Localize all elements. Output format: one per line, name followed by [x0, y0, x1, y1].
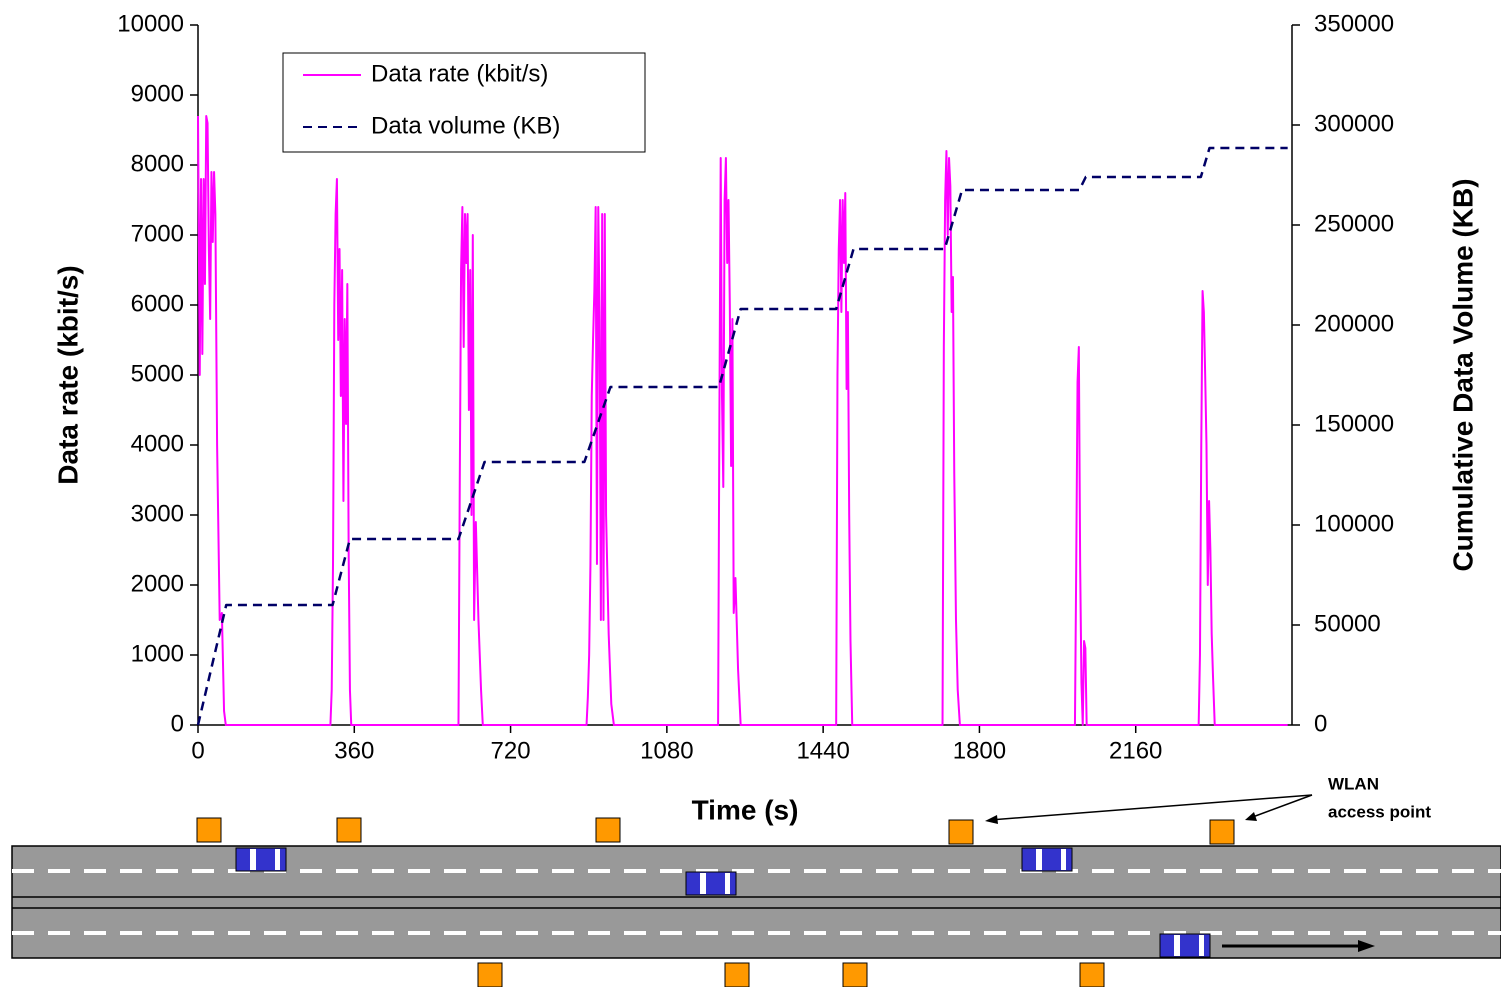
y2-tick-label: 250000: [1314, 210, 1394, 237]
x-tick-label: 2160: [1109, 737, 1162, 764]
y2-tick-label: 200000: [1314, 310, 1394, 337]
y-tick-label: 10000: [117, 10, 184, 37]
legend-box: [282, 52, 646, 153]
y2-tick-label: 350000: [1314, 10, 1394, 37]
annotation-arrow: [989, 794, 1313, 821]
car: [1159, 933, 1211, 958]
direction-arrow-head: [1358, 940, 1375, 952]
access-points: [196, 817, 1235, 988]
x-axis-title: Time (s): [692, 794, 799, 825]
car: [1021, 847, 1073, 872]
y-tick-label: 1000: [131, 640, 184, 667]
y-tick-label: 3000: [131, 500, 184, 527]
y2-tick-label: 300000: [1314, 110, 1394, 137]
annotation-arrow-head: [985, 815, 998, 824]
annotation: WLAN: [1328, 774, 1379, 793]
x-tick-label: 720: [491, 737, 531, 764]
y-tick-label: 2000: [131, 570, 184, 597]
y-tick-label: 9000: [131, 80, 184, 107]
y-tick-label: 8000: [131, 150, 184, 177]
y-tick-label: 6000: [131, 290, 184, 317]
series-line: [196, 146, 1288, 726]
car: [685, 871, 737, 896]
car: [235, 847, 287, 872]
y2-tick-label: 50000: [1314, 610, 1381, 637]
road-diagram: WLAN access point: [11, 774, 1501, 988]
annotation-arrow-head: [1245, 812, 1257, 821]
legend: Data rate (kbit/s) Data volume (KB): [282, 52, 646, 153]
annotation-arrow: [1249, 794, 1313, 819]
y2-tick-label: 100000: [1314, 510, 1394, 537]
y2-tick-label: 0: [1314, 710, 1327, 737]
x-tick-label: 1080: [640, 737, 693, 764]
y2-tick-label: 150000: [1314, 410, 1394, 437]
legend-label: Data volume (KB): [371, 112, 560, 139]
y-tick-label: 4000: [131, 430, 184, 457]
road: [11, 845, 1501, 959]
x-tick-label: 1440: [796, 737, 849, 764]
series-line: [197, 115, 1288, 726]
x-tick-label: 1800: [953, 737, 1006, 764]
x-tick-label: 360: [334, 737, 374, 764]
y-tick-label: 7000: [131, 220, 184, 247]
y-tick-label: 5000: [131, 360, 184, 387]
y-tick-label: 0: [171, 710, 184, 737]
y-axis-title: Data rate (kbit/s): [52, 265, 83, 484]
legend-label: Data rate (kbit/s): [371, 60, 548, 87]
x-tick-label: 0: [191, 737, 204, 764]
y2-axis-title: Cumulative Data Volume (KB): [1447, 178, 1478, 571]
annotation: access point: [1328, 802, 1431, 821]
